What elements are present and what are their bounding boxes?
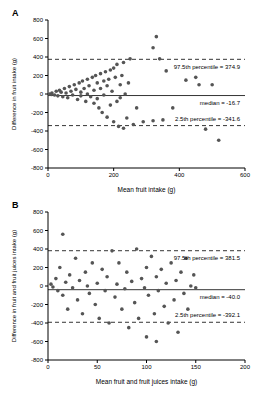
svg-text:Difference in fruit and fruit: Difference in fruit and fruit juices int… — [11, 230, 17, 342]
svg-text:0: 0 — [46, 364, 50, 370]
svg-text:median = -40.0: median = -40.0 — [200, 294, 241, 300]
svg-text:97.5th percentile = 381.5: 97.5th percentile = 381.5 — [174, 255, 241, 261]
svg-text:Mean fruit intake (g): Mean fruit intake (g) — [118, 186, 176, 194]
svg-text:200: 200 — [33, 73, 44, 79]
svg-text:50: 50 — [94, 364, 101, 370]
svg-text:400: 400 — [33, 54, 44, 60]
svg-text:400: 400 — [33, 246, 44, 252]
svg-text:800: 800 — [33, 209, 44, 215]
svg-text:Difference in fruit intake (g): Difference in fruit intake (g) — [11, 58, 17, 130]
svg-text:800: 800 — [33, 17, 44, 23]
svg-text:2.5th percentile = -392.1: 2.5th percentile = -392.1 — [175, 312, 241, 318]
svg-text:-200: -200 — [31, 302, 44, 308]
svg-text:200: 200 — [240, 364, 251, 370]
svg-text:0: 0 — [46, 172, 50, 178]
html-text:B: B — [12, 200, 19, 210]
svg-text:median = -16.7: median = -16.7 — [200, 100, 241, 106]
svg-text:2.5th percentile = -341.6: 2.5th percentile = -341.6 — [175, 116, 241, 122]
svg-text:200: 200 — [33, 265, 44, 271]
svg-text:-800: -800 — [31, 357, 44, 363]
svg-text:Mean fruit and fruit juices in: Mean fruit and fruit juices intake (g) — [96, 378, 198, 386]
svg-text:600: 600 — [33, 36, 44, 42]
svg-text:-400: -400 — [31, 128, 44, 134]
svg-text:600: 600 — [33, 228, 44, 234]
svg-text:-600: -600 — [31, 339, 44, 345]
svg-text:0: 0 — [40, 283, 44, 289]
svg-text:600: 600 — [240, 172, 251, 178]
svg-text:150: 150 — [191, 364, 202, 370]
svg-text:-800: -800 — [31, 165, 44, 171]
svg-text:-200: -200 — [31, 110, 44, 116]
svg-text:400: 400 — [174, 172, 185, 178]
svg-text:-600: -600 — [31, 147, 44, 153]
svg-text:97.5th percentile = 374.9: 97.5th percentile = 374.9 — [174, 64, 241, 70]
svg-text:100: 100 — [141, 364, 152, 370]
svg-text:200: 200 — [109, 172, 120, 178]
svg-text:0: 0 — [40, 91, 44, 97]
html-text:A: A — [12, 8, 19, 18]
svg-text:-400: -400 — [31, 320, 44, 326]
